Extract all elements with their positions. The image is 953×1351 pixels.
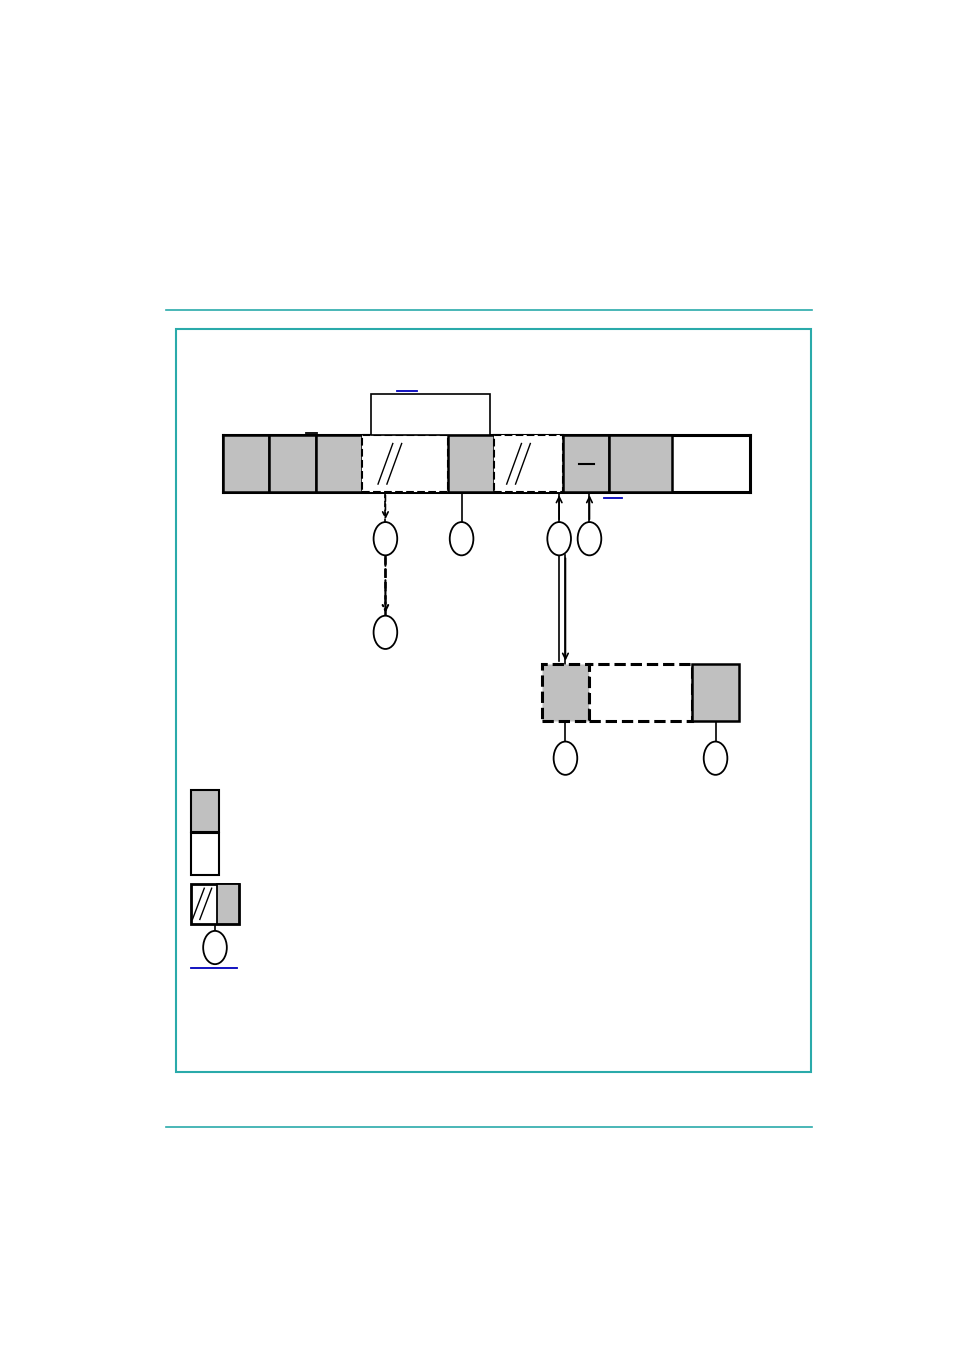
Circle shape bbox=[553, 742, 577, 775]
Bar bbox=[191, 834, 219, 874]
Circle shape bbox=[703, 742, 726, 775]
Bar bbox=[217, 884, 239, 924]
Circle shape bbox=[449, 521, 473, 555]
Bar bbox=[371, 393, 489, 435]
Bar bbox=[176, 328, 810, 1073]
Bar bbox=[447, 435, 494, 492]
Bar bbox=[191, 884, 239, 924]
Circle shape bbox=[203, 931, 227, 965]
Circle shape bbox=[374, 616, 396, 648]
Bar bbox=[588, 663, 692, 720]
Circle shape bbox=[374, 521, 396, 555]
Bar bbox=[609, 435, 672, 492]
Bar bbox=[191, 790, 219, 832]
Bar bbox=[269, 435, 315, 492]
Bar bbox=[541, 663, 588, 720]
Circle shape bbox=[577, 521, 600, 555]
Circle shape bbox=[547, 521, 571, 555]
Bar bbox=[692, 663, 738, 720]
Bar bbox=[562, 435, 609, 492]
Bar bbox=[494, 435, 562, 492]
Bar bbox=[315, 435, 362, 492]
Bar bbox=[222, 435, 269, 492]
Bar bbox=[362, 435, 447, 492]
